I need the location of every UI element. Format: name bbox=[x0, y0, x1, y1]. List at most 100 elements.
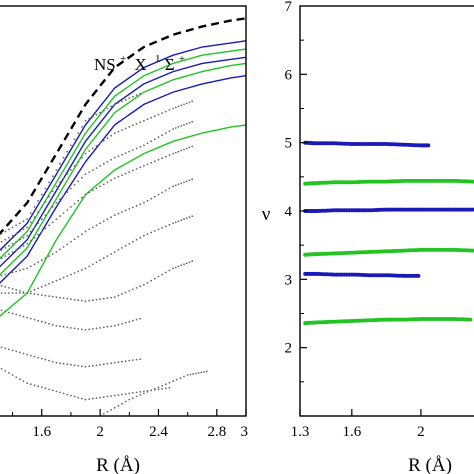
dotted-curve-point bbox=[164, 110, 167, 113]
dotted-curve-point bbox=[37, 385, 39, 388]
dotted-curve-point bbox=[51, 360, 54, 363]
dotted-curve-point bbox=[139, 146, 142, 148]
dotted-curve-point bbox=[22, 228, 25, 231]
dotted-curve-point bbox=[106, 297, 109, 299]
dotted-curve-point bbox=[110, 395, 112, 397]
dotted-curve-point bbox=[4, 238, 7, 241]
dotted-curve-point bbox=[146, 142, 149, 145]
dotted-curve-point bbox=[132, 124, 134, 127]
dotted-curve-point bbox=[37, 319, 39, 322]
dotted-curve-point bbox=[81, 269, 83, 271]
dotted-curve-point bbox=[33, 263, 36, 266]
dotted-curve-point bbox=[168, 187, 171, 190]
dotted-curve-point bbox=[55, 279, 58, 282]
dotted-curve-point bbox=[88, 398, 91, 400]
dotted-curve-point bbox=[22, 291, 25, 293]
dotted-curve-point bbox=[70, 240, 72, 243]
dotted-curve-point bbox=[117, 102, 120, 104]
dotted-curve-point bbox=[174, 151, 177, 154]
dotted-curve-point bbox=[66, 150, 69, 153]
dotted-curve-point bbox=[19, 290, 21, 292]
dotted-curve-point bbox=[203, 371, 206, 373]
dotted-curve-point bbox=[121, 322, 123, 325]
dotted-curve-point bbox=[55, 251, 58, 253]
dotted-curve-point bbox=[179, 377, 182, 379]
dotted-curve-point bbox=[11, 374, 14, 376]
dotted-curve-point bbox=[81, 176, 83, 179]
dotted-curve-point bbox=[102, 413, 105, 415]
dotted-curve-point bbox=[180, 125, 183, 127]
dotted-curve-point bbox=[132, 206, 134, 209]
dotted-curve-point bbox=[99, 222, 101, 225]
dotted-curve-point bbox=[128, 242, 131, 245]
dotted-curve-point bbox=[139, 394, 142, 396]
dotted-curve-point bbox=[4, 310, 7, 313]
dotted-curve-point bbox=[110, 296, 112, 299]
curve-green-4 bbox=[0, 62, 247, 276]
dotted-curve-point bbox=[91, 147, 94, 150]
dotted-curve-point bbox=[33, 293, 36, 295]
dotted-curve-point bbox=[15, 270, 18, 273]
dotted-curve-point bbox=[172, 380, 175, 382]
dotted-curve-point bbox=[70, 363, 72, 366]
dotted-curve-point bbox=[62, 177, 65, 180]
dotted-curve-point bbox=[128, 398, 131, 401]
dotted-curve-point bbox=[73, 138, 76, 141]
dotted-curve-point bbox=[143, 119, 145, 122]
dotted-curve-point bbox=[188, 146, 191, 149]
dotted-curve-point bbox=[139, 391, 142, 393]
dotted-curve-point bbox=[139, 285, 142, 288]
dotted-curve-point bbox=[124, 400, 127, 403]
dotted-curve-point bbox=[0, 284, 3, 287]
dotted-curve-point bbox=[51, 206, 54, 208]
dotted-curve-point bbox=[153, 138, 156, 141]
dotted-curve-point bbox=[172, 152, 175, 155]
dotted-curve-point bbox=[59, 362, 61, 365]
dotted-curve-point bbox=[168, 269, 171, 272]
dotted-curve-point bbox=[66, 173, 69, 176]
dotted-curve-point bbox=[99, 142, 101, 145]
dotted-curve-point bbox=[26, 218, 29, 221]
dotted-curve-point bbox=[40, 286, 43, 288]
dotted-curve-point bbox=[172, 128, 175, 130]
dotted-curve-point bbox=[62, 325, 65, 328]
annotation-sigma: Σ bbox=[165, 55, 175, 74]
dotted-curve-point bbox=[22, 352, 25, 355]
dotted-curve-point bbox=[88, 365, 91, 368]
dotted-curve-point bbox=[7, 253, 10, 255]
dotted-curve-point bbox=[77, 328, 80, 330]
dotted-curve-point bbox=[174, 266, 177, 269]
dotted-curve-point bbox=[84, 152, 87, 155]
dotted-curve-point bbox=[91, 115, 94, 118]
dotted-curve-point bbox=[121, 360, 123, 363]
right-y-tick-label: 6 bbox=[285, 67, 293, 83]
dotted-curve-point bbox=[19, 269, 21, 272]
dotted-curve-point bbox=[40, 259, 43, 262]
dotted-curve-point bbox=[121, 211, 123, 213]
dotted-curve-point bbox=[157, 113, 160, 116]
dotted-curve-point bbox=[44, 200, 47, 203]
dotted-curve-point bbox=[161, 227, 164, 229]
dotted-curve-point bbox=[26, 242, 29, 245]
dotted-curve-point bbox=[180, 219, 183, 222]
left-x-tick-label: 1.6 bbox=[32, 424, 51, 440]
dotted-curve-point bbox=[113, 103, 116, 106]
dotted-curve-point bbox=[15, 232, 18, 235]
dotted-curve-point bbox=[135, 395, 138, 398]
dotted-curve-point bbox=[44, 321, 47, 324]
dotted-curve-point bbox=[0, 309, 3, 312]
dotted-curve-point bbox=[183, 148, 185, 151]
dotted-curve-point bbox=[139, 358, 142, 360]
dotted-curve-point bbox=[4, 247, 7, 249]
dotted-curve-point bbox=[22, 236, 25, 239]
dotted-curve-point bbox=[143, 165, 145, 167]
dotted-curve-point bbox=[73, 395, 76, 398]
dotted-curve-point bbox=[117, 130, 120, 133]
dotted-curve-point bbox=[88, 171, 91, 174]
dotted-curve-point bbox=[48, 282, 50, 285]
dotted-curve-point bbox=[73, 238, 76, 241]
dotted-curve-point bbox=[168, 223, 171, 226]
dotted-curve-point bbox=[117, 155, 120, 158]
dotted-curve-point bbox=[102, 297, 105, 300]
dotted-curve-point bbox=[180, 264, 183, 267]
